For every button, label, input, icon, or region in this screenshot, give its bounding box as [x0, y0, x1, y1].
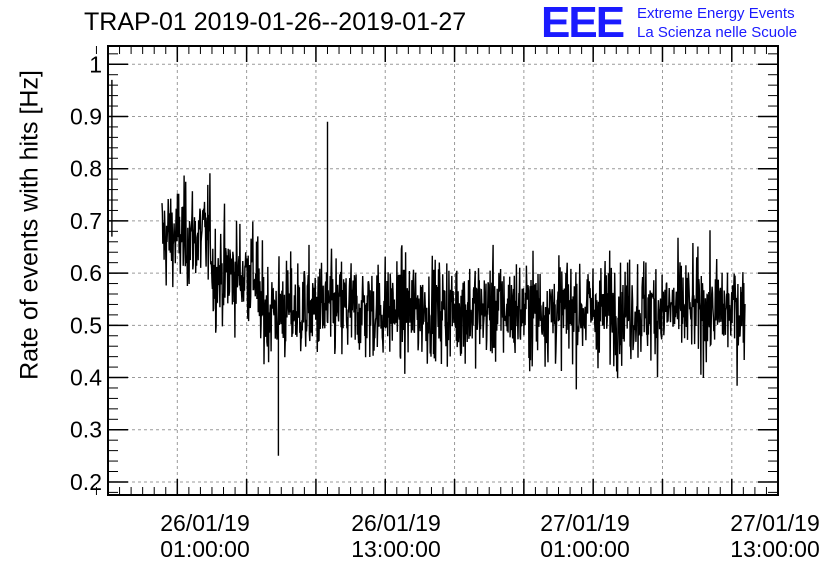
logo-caption: Extreme Energy Events La Scienza nelle S… [637, 4, 797, 42]
y-tick-labels: 0.2 0.3 0.4 0.5 0.6 0.7 0.8 0.9 1 [70, 51, 102, 495]
y-axis-label: Rate of events with hits [Hz] [15, 70, 44, 380]
y-tick-label: 0.8 [70, 156, 102, 182]
logo-line-2: La Scienza nelle Scuole [637, 24, 798, 41]
x-tick-time: 01:00:00 [540, 536, 630, 562]
x-tick-date: 27/01/19 [540, 510, 630, 536]
x-tick-date: 27/01/19 [730, 510, 820, 536]
eee-logo: EEE [541, 0, 625, 47]
y-tick-label: 0.7 [70, 208, 102, 234]
y-tick-label: 0.5 [70, 312, 102, 338]
y-tick-label: 0.2 [70, 469, 102, 495]
rate-series-line [107, 79, 746, 456]
x-tick-date: 26/01/19 [351, 510, 441, 536]
axis-ticks [95, 46, 779, 495]
x-tick-time: 13:00:00 [351, 536, 441, 562]
y-tick-label: 0.3 [70, 417, 102, 443]
y-tick-label: 0.9 [70, 103, 102, 129]
y-tick-label: 0.4 [70, 365, 102, 391]
chart-title: TRAP-01 2019-01-26--2019-01-27 [84, 8, 467, 36]
x-tick-labels: 26/01/1901:00:0026/01/1913:00:0027/01/19… [160, 510, 820, 562]
x-tick-date: 26/01/19 [160, 510, 250, 536]
y-tick-label: 1 [89, 51, 102, 77]
y-tick-label: 0.6 [70, 260, 102, 286]
logo-line-1: Extreme Energy Events [637, 5, 795, 22]
x-tick-time: 01:00:00 [160, 536, 250, 562]
x-tick-time: 13:00:00 [730, 536, 820, 562]
